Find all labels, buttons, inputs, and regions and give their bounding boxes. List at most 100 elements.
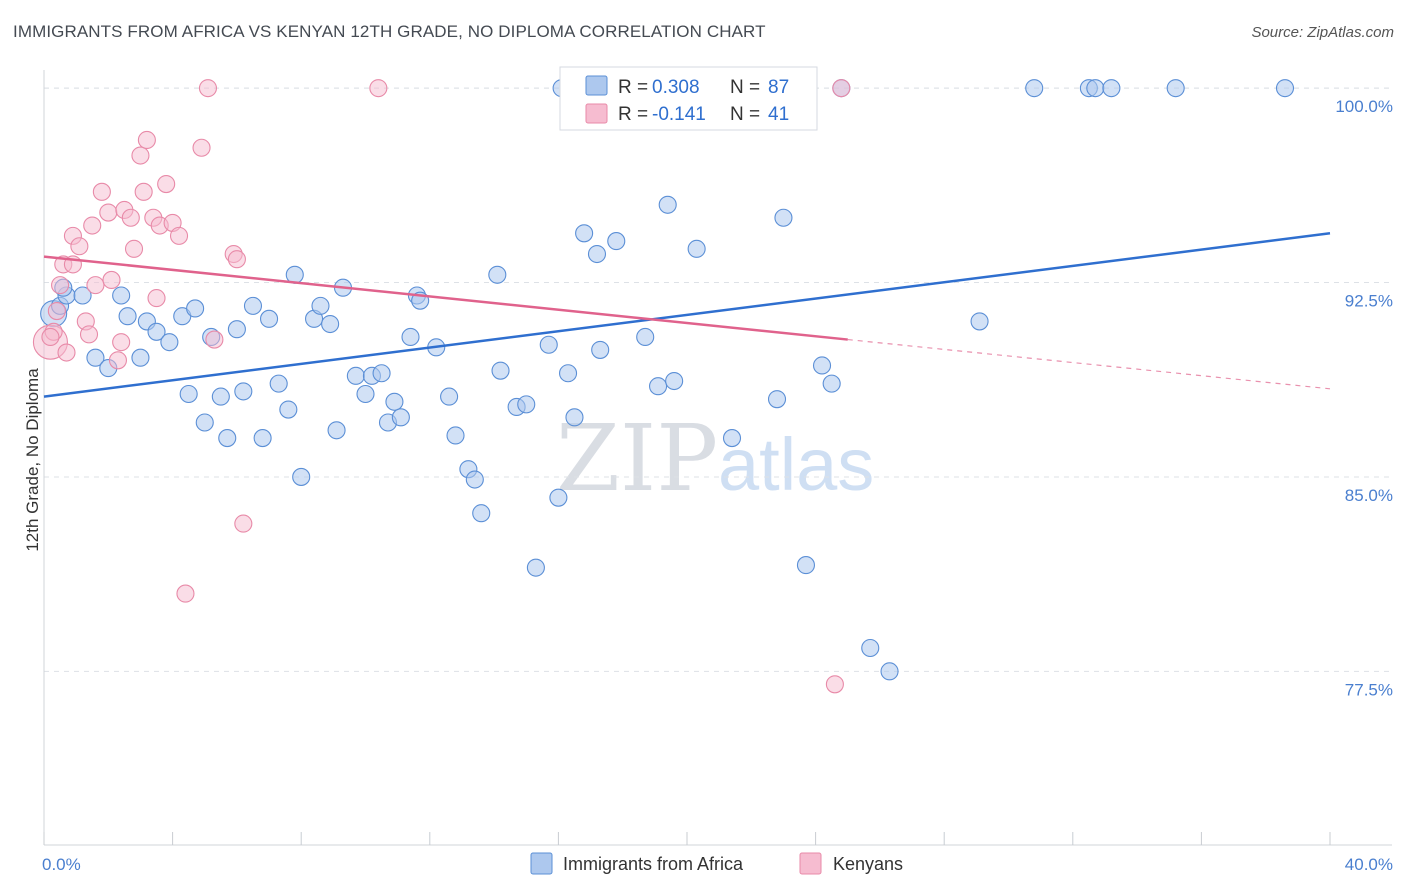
correlation-legend: R = 0.308 N = 87 R = -0.141 N = 41 xyxy=(559,66,818,131)
data-point-kenyans xyxy=(41,327,60,347)
data-point-africa xyxy=(636,327,655,347)
data-point-africa xyxy=(491,361,510,380)
watermark: ZIP atlas xyxy=(556,405,874,512)
data-point-africa xyxy=(259,309,279,328)
data-point-africa xyxy=(488,265,507,284)
data-point-africa xyxy=(401,327,420,347)
data-point-kenyans xyxy=(70,237,89,256)
x-tick-label-max: 40.0% xyxy=(1345,855,1393,874)
legend-r-value-2: -0.141 xyxy=(652,104,706,125)
data-point-africa xyxy=(687,239,706,258)
bottom-legend-swatch-blue xyxy=(530,852,553,875)
data-point-africa xyxy=(1275,79,1295,98)
y-tick-label: 85.0% xyxy=(1345,486,1393,505)
watermark-atlas: atlas xyxy=(718,423,874,506)
data-point-africa xyxy=(465,470,484,489)
data-point-africa xyxy=(774,208,793,227)
data-point-kenyans xyxy=(92,182,111,201)
data-point-kenyans xyxy=(134,182,153,201)
data-point-africa xyxy=(211,387,230,406)
data-point-africa xyxy=(179,384,198,404)
legend-n-value-1: 87 xyxy=(768,77,789,98)
data-point-kenyans xyxy=(234,514,253,533)
data-point-africa xyxy=(321,314,340,334)
data-point-kenyans xyxy=(108,351,127,370)
data-point-africa xyxy=(131,348,150,367)
data-point-africa xyxy=(356,384,375,404)
data-point-africa xyxy=(591,340,610,359)
data-point-africa xyxy=(346,366,365,385)
data-point-africa xyxy=(665,371,684,391)
data-point-africa xyxy=(812,356,832,375)
trend-line-kenyans xyxy=(43,255,848,341)
data-point-kenyans xyxy=(57,343,76,362)
data-point-africa xyxy=(517,395,536,414)
data-point-kenyans xyxy=(99,203,118,222)
data-point-kenyans xyxy=(176,584,195,603)
data-point-africa xyxy=(526,558,545,577)
data-point-kenyans xyxy=(86,276,105,295)
grid-lines xyxy=(44,87,1392,672)
data-point-kenyans xyxy=(227,250,246,269)
trend-lines xyxy=(43,232,1331,398)
watermark-zip: ZIP xyxy=(556,405,718,512)
legend-r-label-2: R = xyxy=(618,104,648,125)
data-point-africa xyxy=(73,286,92,305)
bottom-legend-label-kenyans: Kenyans xyxy=(833,854,903,874)
data-point-kenyans xyxy=(369,79,388,98)
data-point-africa xyxy=(607,232,626,251)
x-ticks xyxy=(43,832,1331,845)
chart-title: IMMIGRANTS FROM AFRICA VS KENYAN 12TH GR… xyxy=(13,22,766,41)
y-tick-labels: 77.5% 85.0% 92.5% 100.0% xyxy=(1335,97,1393,699)
data-point-africa xyxy=(147,322,166,341)
legend-n-label-2: N = xyxy=(730,104,760,125)
y-tick-label: 77.5% xyxy=(1345,680,1393,699)
data-point-africa xyxy=(1166,79,1185,98)
data-point-africa xyxy=(796,556,816,575)
legend-r-value-1: 0.308 xyxy=(652,77,700,98)
trend-line-africa xyxy=(43,232,1331,398)
bottom-legend-swatch-pink xyxy=(799,852,822,875)
data-point-africa xyxy=(227,320,246,339)
trend-line-kenyans-extension xyxy=(847,338,1331,390)
series-legend: Immigrants from Africa Kenyans xyxy=(530,852,903,875)
data-point-africa xyxy=(372,364,391,383)
data-point-africa xyxy=(112,286,131,305)
data-point-africa xyxy=(195,413,214,432)
data-point-africa xyxy=(472,504,491,523)
data-point-africa xyxy=(539,335,558,354)
data-point-kenyans xyxy=(121,208,140,227)
data-point-africa xyxy=(558,364,578,383)
data-point-africa xyxy=(385,392,404,411)
data-point-africa xyxy=(186,299,205,318)
legend-n-label-1: N = xyxy=(730,77,760,98)
x-tick-label-min: 0.0% xyxy=(42,855,81,874)
data-point-kenyans xyxy=(169,226,189,245)
legend-swatch-blue xyxy=(585,75,608,96)
data-point-africa xyxy=(86,348,105,367)
data-point-africa xyxy=(587,244,607,264)
data-point-africa xyxy=(391,408,410,427)
bottom-legend-label-africa: Immigrants from Africa xyxy=(563,854,744,874)
data-point-kenyans xyxy=(157,174,176,194)
data-point-africa xyxy=(649,377,668,396)
data-point-kenyans xyxy=(137,130,156,150)
data-point-africa xyxy=(440,387,459,406)
data-point-kenyans xyxy=(112,333,131,352)
series-kenyans xyxy=(32,79,851,694)
data-point-kenyans xyxy=(102,270,121,289)
data-point-africa xyxy=(269,374,288,393)
data-point-africa xyxy=(327,421,346,440)
data-point-africa xyxy=(861,638,880,658)
data-point-kenyans xyxy=(832,79,851,98)
chart-source: Source: ZipAtlas.com xyxy=(1251,24,1394,41)
data-point-kenyans xyxy=(825,675,844,694)
data-point-africa xyxy=(822,374,841,393)
data-point-africa xyxy=(253,429,272,448)
data-point-kenyans xyxy=(83,216,102,235)
data-point-africa xyxy=(446,426,465,445)
data-point-kenyans xyxy=(79,325,99,344)
data-point-kenyans xyxy=(47,302,66,321)
x-tick-labels: 0.0% 40.0% xyxy=(42,855,1393,874)
data-point-kenyans xyxy=(131,146,150,165)
